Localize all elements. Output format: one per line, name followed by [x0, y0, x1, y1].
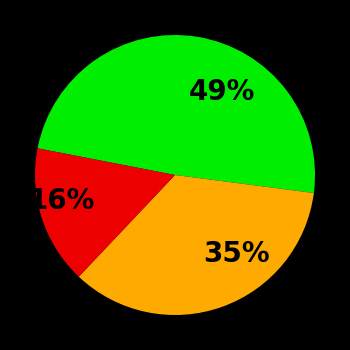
Text: 35%: 35% — [203, 240, 270, 268]
Text: 16%: 16% — [29, 187, 95, 215]
Wedge shape — [37, 35, 315, 193]
Wedge shape — [35, 148, 175, 277]
Wedge shape — [79, 175, 314, 315]
Text: 49%: 49% — [188, 78, 255, 106]
